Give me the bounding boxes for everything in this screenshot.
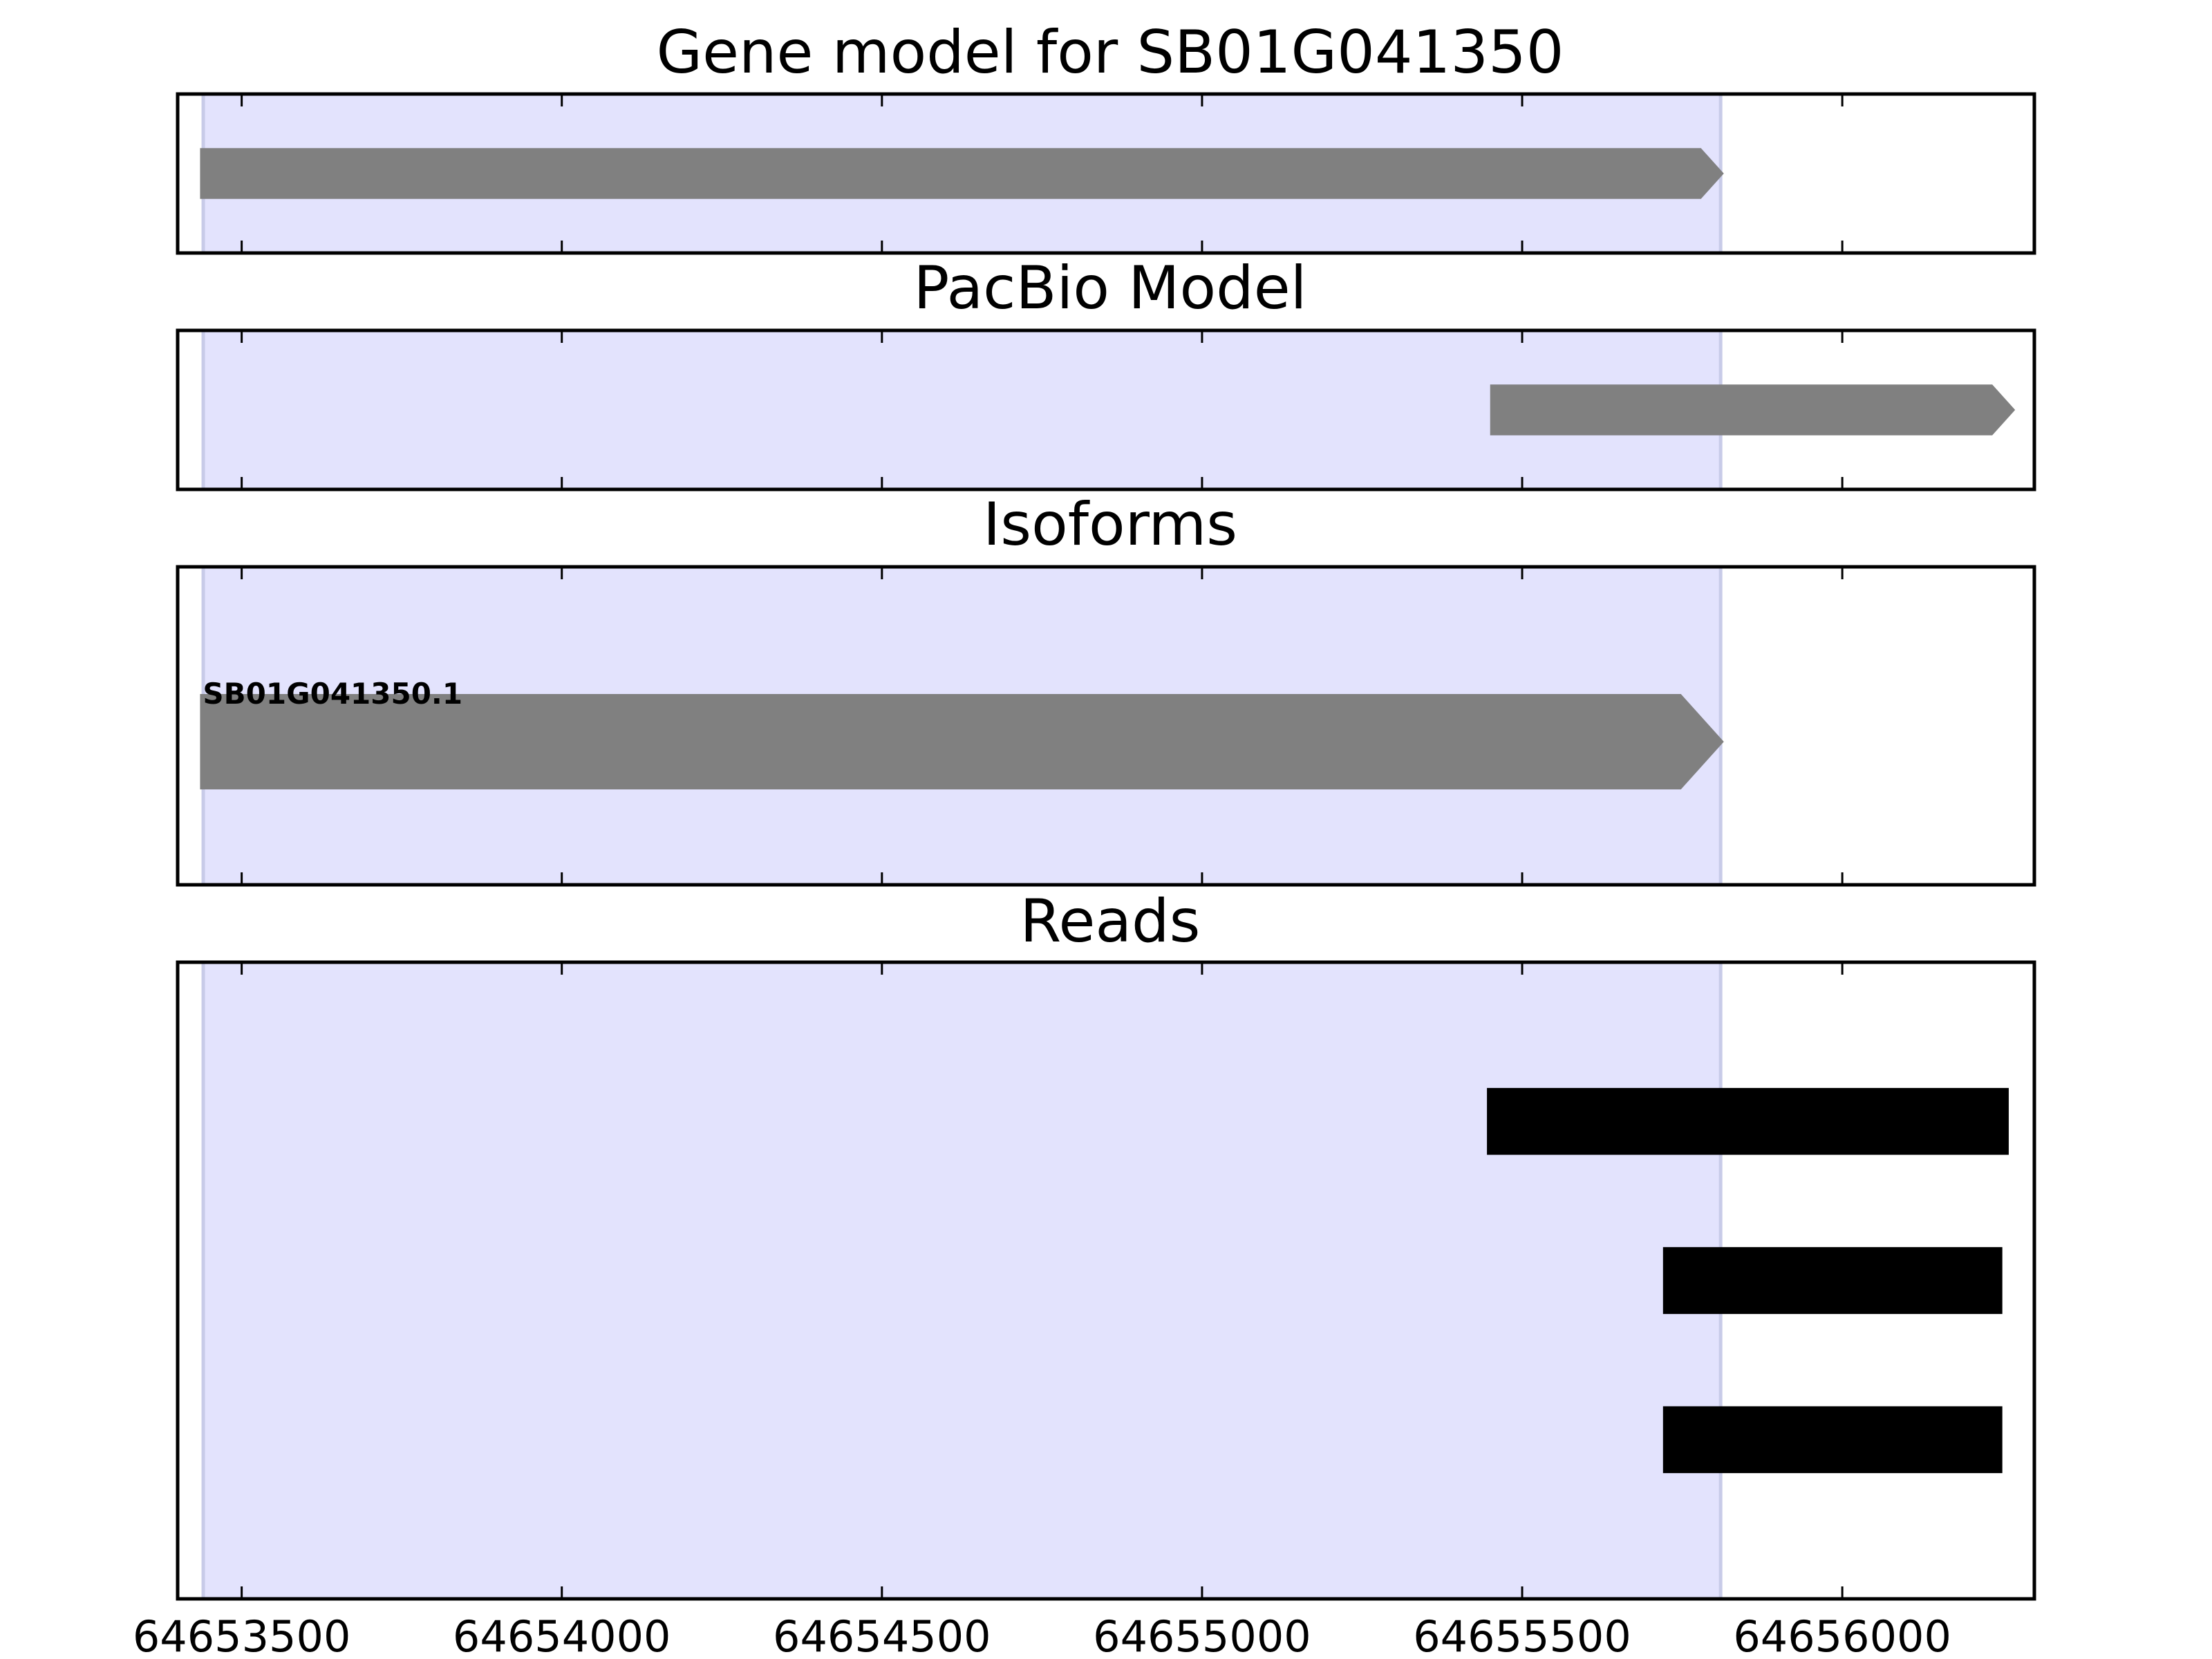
panel-title-isoforms: Isoforms [983,490,1237,559]
x-tick-label: 64653500 [133,1611,351,1659]
panel-title-gene-model: Gene model for SB01G041350 [657,18,1564,87]
panel-reads: Reads [176,887,2036,1601]
read-bar [1662,1247,2003,1314]
read-bar [1487,1087,2009,1155]
panel-gene-model: Gene model for SB01G041350 [176,18,2036,255]
panel-isoforms: Isoforms SB01G041350.1 [176,490,2036,887]
highlight-region [203,330,1721,489]
panel-plot-isoforms: SB01G041350.1 [176,565,2036,887]
isoform-feature [200,694,1724,789]
panel-pacbio-model: PacBio Model [176,254,2036,491]
panel-frame [176,328,2036,491]
panel-title-reads: Reads [1020,887,1201,956]
panel-frame [176,92,2036,255]
x-tick-label: 64656000 [1733,1611,1951,1659]
isoform-label: SB01G041350.1 [203,677,462,711]
x-tick-label: 64654000 [453,1611,671,1659]
panel-frame [176,960,2036,1601]
x-tick-label: 64655000 [1093,1611,1311,1659]
gene-feature [200,148,1724,199]
x-axis-tick-labels: 64653500 64654000 64654500 64655000 64655500… [133,1611,1951,1659]
panel-title-pacbio-model: PacBio Model [913,254,1306,323]
panel-plot-pacbio-model [176,328,2036,491]
gene-feature [1490,384,2016,435]
x-tick-label: 64654500 [773,1611,991,1659]
x-tick-label: 64655500 [1413,1611,1631,1659]
panel-plot-reads [176,960,2036,1601]
panel-plot-gene-model [176,92,2036,255]
highlight-region [203,962,1721,1599]
panel-frame [176,565,2036,887]
read-bar [1662,1406,2003,1474]
